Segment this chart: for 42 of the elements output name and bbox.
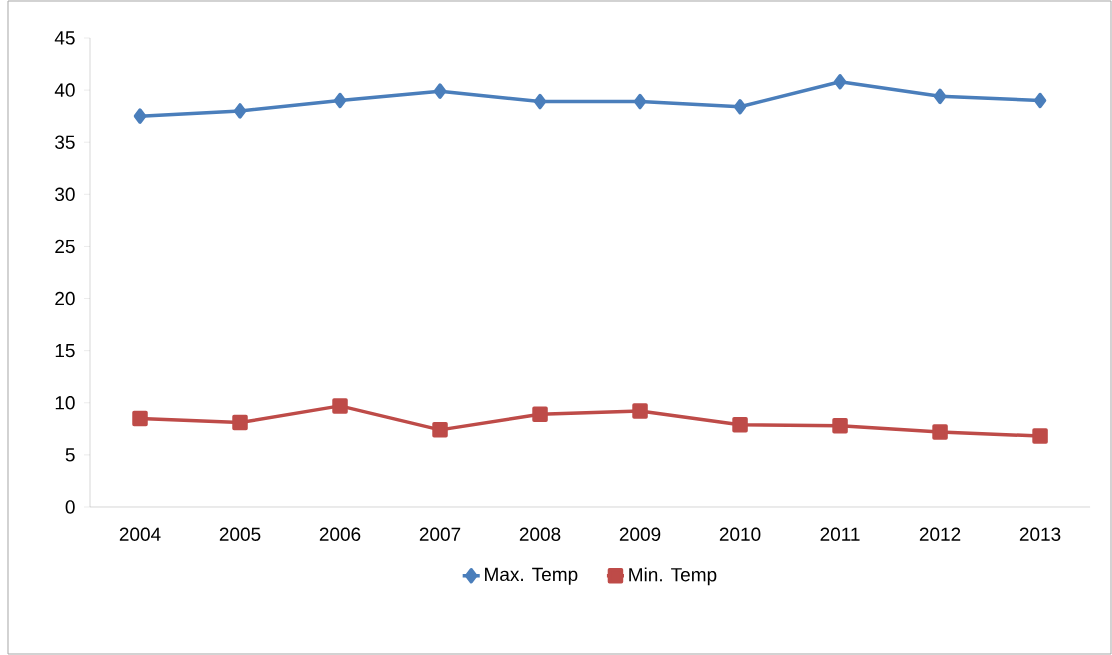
point bbox=[432, 422, 448, 438]
point bbox=[832, 417, 848, 434]
y-tick-label: 25 bbox=[55, 239, 75, 254]
point bbox=[633, 93, 647, 110]
y-tick-label: 15 bbox=[55, 344, 75, 358]
point bbox=[333, 92, 347, 109]
y-tick-label: 20 bbox=[55, 291, 75, 306]
y-tick-label: 30 bbox=[55, 187, 75, 202]
point bbox=[833, 74, 847, 90]
point bbox=[632, 403, 648, 419]
x-tick-label: 2009 bbox=[619, 527, 661, 541]
y-tick-label: 35 bbox=[55, 135, 75, 149]
x-tick-label: 2004 bbox=[119, 527, 161, 541]
legend-label: Min. Temp bbox=[629, 567, 717, 586]
y-tick-label: 5 bbox=[65, 448, 75, 462]
point bbox=[733, 99, 747, 115]
point bbox=[533, 93, 547, 110]
y-tick-label: 40 bbox=[54, 83, 75, 97]
legend-label: Max. Temp bbox=[485, 567, 578, 585]
point bbox=[1032, 428, 1048, 444]
x-tick-label: 2006 bbox=[319, 527, 361, 541]
x-tick-label: 2011 bbox=[820, 527, 860, 541]
x-tick-label: 2013 bbox=[1019, 527, 1061, 541]
x-tick-label: 2012 bbox=[919, 527, 961, 541]
point bbox=[1033, 92, 1047, 109]
point bbox=[133, 108, 147, 124]
point bbox=[233, 103, 247, 119]
point bbox=[332, 398, 348, 414]
point bbox=[232, 414, 248, 431]
y-tick-label: 10 bbox=[55, 396, 75, 410]
point bbox=[532, 406, 548, 422]
x-tick-label: 2007 bbox=[419, 527, 461, 541]
point bbox=[132, 410, 148, 427]
x-tick-label: 2010 bbox=[719, 527, 761, 541]
y-tick-label: 45 bbox=[54, 31, 75, 45]
point bbox=[732, 416, 748, 433]
x-tick-label: 2005 bbox=[219, 527, 261, 541]
point bbox=[932, 424, 948, 440]
x-tick-label: 2008 bbox=[519, 527, 561, 541]
point bbox=[433, 83, 447, 99]
point bbox=[933, 88, 947, 105]
y-tick-label: 0 bbox=[65, 500, 75, 514]
